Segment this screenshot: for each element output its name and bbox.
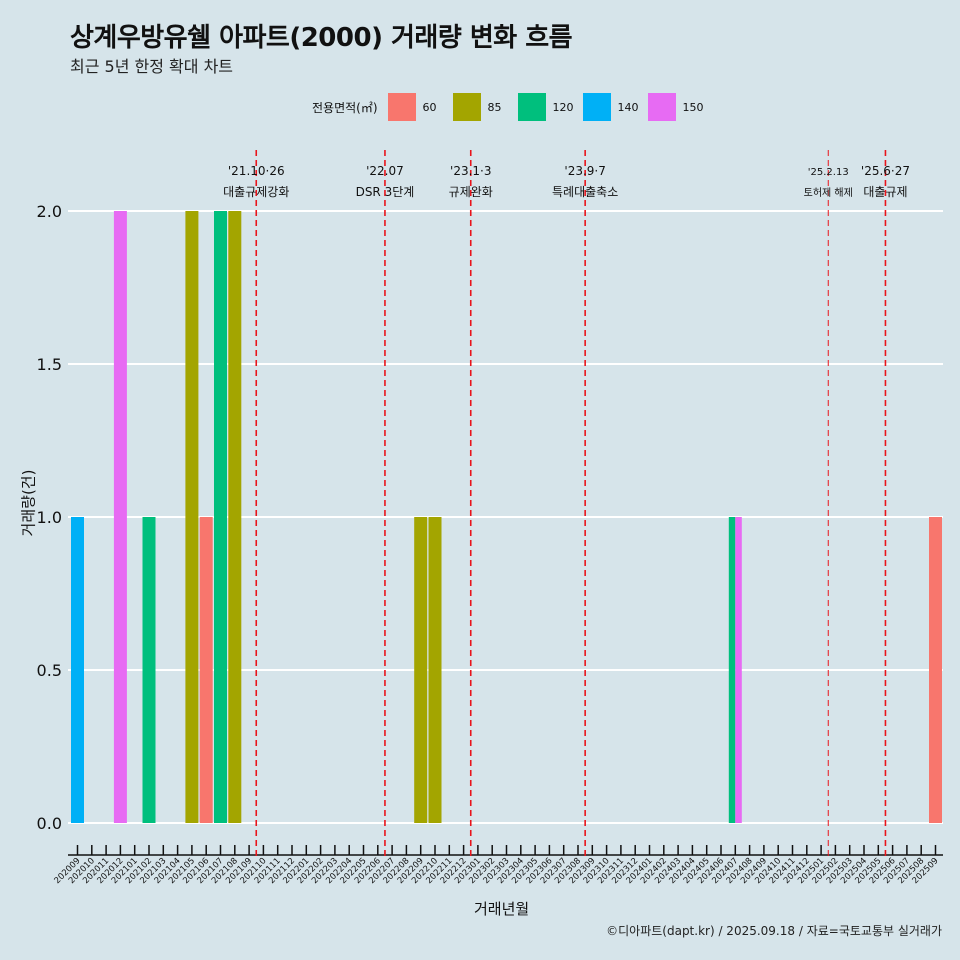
legend-swatch (582, 93, 611, 121)
legend-item-85: 85 (452, 93, 512, 121)
y-tick-label: 0.0 (37, 814, 62, 833)
policy-text-label: DSR 3단계 (356, 185, 415, 199)
policy-date-label: '21.10·26 (228, 164, 285, 178)
legend-item-60: 60 (387, 93, 447, 121)
legend-label: 150 (682, 100, 704, 114)
y-tick-label: 1.0 (37, 508, 62, 527)
policy-text-label: 특례대출축소 (552, 185, 618, 199)
y-tick-label: 1.5 (37, 355, 62, 374)
legend-label: 120 (552, 100, 574, 114)
bar (142, 517, 156, 823)
bar (735, 517, 742, 823)
policy-date-label: '25.2.13 (808, 167, 849, 178)
legend-swatch (387, 93, 416, 121)
legend-label: 140 (617, 100, 639, 114)
legend-swatch (647, 93, 676, 121)
legend-item-140: 140 (582, 93, 642, 121)
bar (428, 517, 442, 823)
policy-date-label: '23.1·3 (450, 164, 491, 178)
y-tick-label: 0.5 (37, 661, 62, 680)
bar (71, 517, 84, 823)
bar (185, 211, 199, 823)
bar (228, 211, 242, 823)
policy-date-label: '23.9·7 (564, 164, 605, 178)
legend-label: 85 (487, 100, 502, 114)
chart-title: 상계우방유쉘 아파트(2000) 거래량 변화 흐름 (70, 23, 573, 53)
bar (199, 517, 213, 823)
legend-item-120: 120 (517, 93, 577, 121)
legend-title: 전용면적(㎡) (312, 100, 378, 115)
legend-item-150: 150 (647, 93, 707, 121)
bar (728, 517, 736, 823)
policy-text-label: 대출규제강화 (223, 185, 289, 199)
x-axis-label: 거래년월 (474, 900, 530, 918)
policy-text-label: 대출규제 (863, 185, 907, 199)
legend: 전용면적(㎡) 60 85 120 140 150 (312, 93, 713, 121)
chart-subtitle: 최근 5년 한정 확대 차트 (70, 57, 234, 76)
y-tick-label: 2.0 (37, 202, 62, 221)
bar (113, 211, 127, 823)
legend-swatch (517, 93, 546, 121)
legend-swatch (452, 93, 481, 121)
source-caption: ©디아파트(dapt.kr) / 2025.09.18 / 자료=국토교통부 실… (606, 924, 942, 938)
y-axis-label: 거래량(건) (19, 469, 38, 537)
policy-date-label: '22.07 (366, 164, 404, 178)
policy-text-label: 규제완화 (449, 185, 493, 199)
legend-label: 60 (422, 100, 437, 114)
policy-text-label: 토허제 해제 (804, 186, 853, 199)
bar (414, 517, 428, 823)
bar (929, 517, 942, 823)
bar (214, 211, 227, 823)
policy-date-label: '25.6·27 (861, 164, 910, 178)
